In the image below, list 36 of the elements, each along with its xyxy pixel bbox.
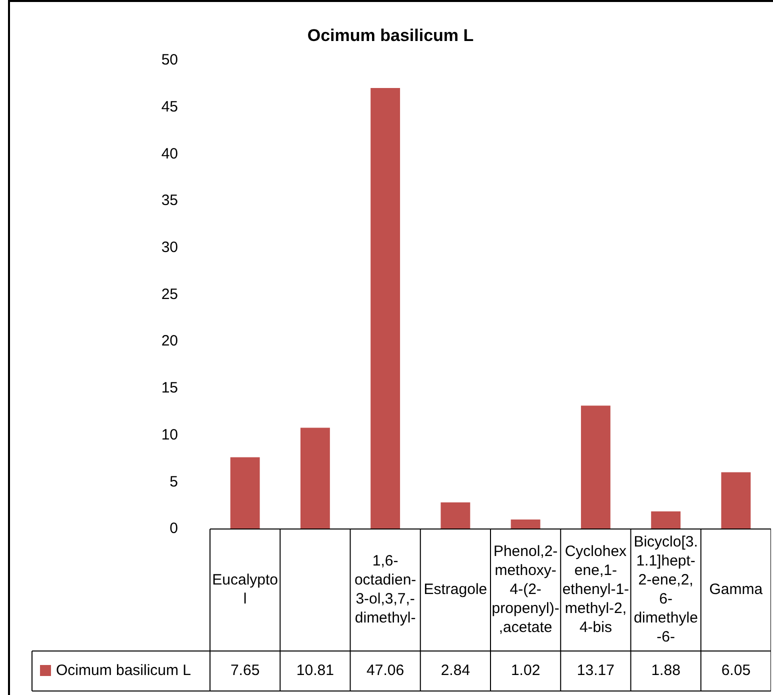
x-tick-label: Bicyclo[3.1.1]hept-2-ene,2,6-dimethyle-6- [634,534,698,646]
y-tick-label: 5 [170,473,178,490]
y-tick-label: 45 [161,98,178,116]
y-tick-label: 50 [161,52,178,69]
bar [230,457,260,529]
y-tick-label: 35 [161,192,178,210]
data-label: 7.65 [230,662,260,680]
bar [721,472,751,529]
data-label: 1.88 [651,662,680,680]
y-tick-label: 10 [161,426,178,444]
data-label: 13.17 [576,662,614,680]
bar [510,519,540,529]
x-tick-label: Estragole [424,581,488,598]
bar [440,502,470,529]
y-tick-label: 30 [161,238,178,256]
bar [651,511,681,529]
data-label: 2.84 [440,662,470,680]
bar [300,428,330,529]
y-tick-label: 20 [161,332,178,350]
y-tick-label: 25 [161,286,178,303]
data-label: 47.06 [366,662,404,680]
chart-title: Ocimum basilicum L [307,26,474,45]
data-label: 10.81 [296,662,334,680]
y-tick-label: 0 [170,520,178,538]
bar [370,88,400,529]
y-tick-label: 40 [161,145,178,162]
x-tick-label: 1,6-octadien-3-ol,3,7,-dimethyl- [354,552,416,627]
x-tick-label: Phenol,2-methoxy-4-(2-propenyl)-,acetate [492,543,560,636]
y-tick-label: 15 [161,380,178,397]
bar [580,406,610,529]
x-tick-label: Gamma [709,581,764,598]
x-tick-label: Eucalyptol [212,572,278,608]
legend-label: Ocimum basilicum L [56,662,192,680]
data-label: 6.05 [721,662,751,680]
x-tick-label: Cyclohexene,1-ethenyl-1-methyl-2,4-bis [562,543,630,636]
data-label: 1.02 [510,662,540,680]
